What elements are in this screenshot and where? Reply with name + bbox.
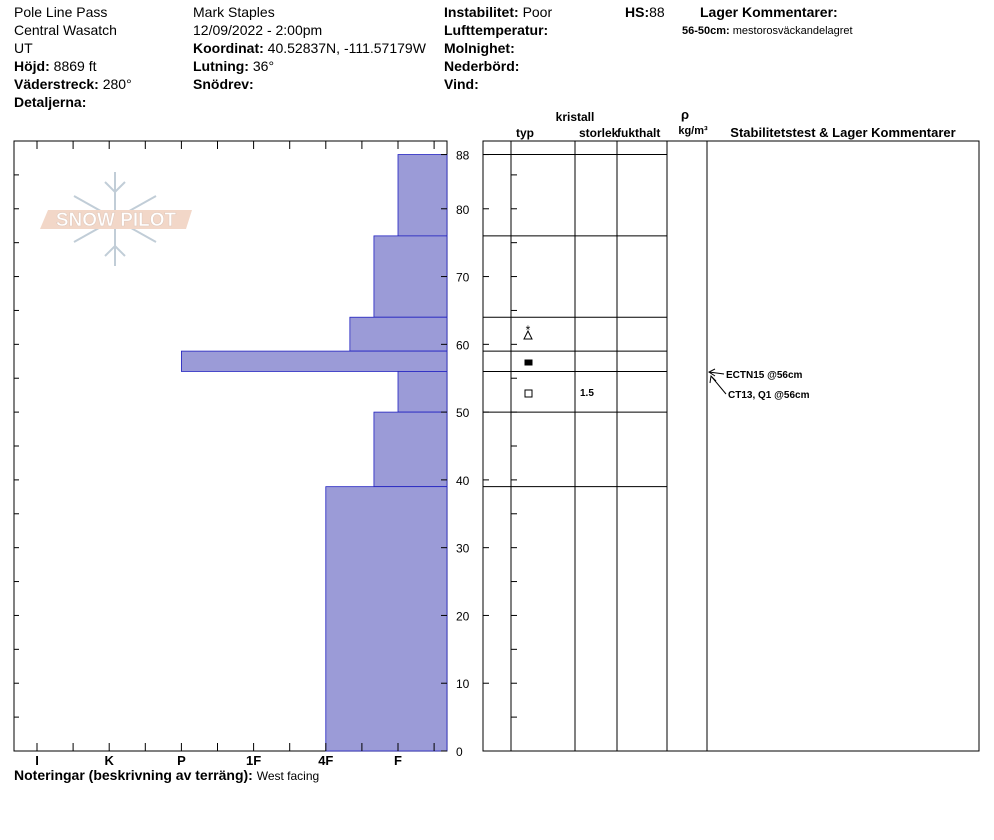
test-arrows: [708, 368, 727, 395]
layer-bar: [180, 350, 448, 372]
label: Snödrev:: [193, 76, 254, 92]
grain-symbols: *: [523, 323, 533, 398]
layer-bar: [373, 235, 448, 318]
hs: HS:88: [625, 3, 665, 21]
col-moisture: fukthalt: [617, 126, 660, 140]
svg-text:*: *: [526, 323, 531, 337]
slope: Lutning: 36°: [193, 57, 274, 75]
coordinate: Koordinat: 40.52837N, -111.57179W: [193, 39, 426, 57]
state: UT: [14, 40, 33, 56]
x-tick-label: K: [105, 753, 115, 768]
y-tick-label: 88: [456, 149, 470, 163]
label: Noteringar (beskrivning av terräng):: [14, 767, 253, 783]
y-tick-label: 10: [456, 677, 470, 691]
grain-size: 1.5: [580, 388, 594, 399]
label: Nederbörd:: [444, 58, 520, 74]
layer-bar: [397, 154, 448, 237]
stability-test: CT13, Q1 @56cm: [728, 390, 810, 401]
layer-bar: [373, 411, 448, 488]
layer-comment: 56-50cm: mestorosväckandelagret: [682, 22, 853, 40]
value: 36°: [252, 58, 275, 74]
value: West facing: [256, 769, 320, 783]
label: Molnighet:: [444, 40, 515, 56]
label: Koordinat:: [193, 40, 264, 56]
label: Vind:: [444, 76, 479, 92]
y-tick-label: 30: [456, 542, 470, 556]
value: 88: [649, 4, 665, 20]
x-tick-label: P: [177, 753, 186, 768]
observer: Mark Staples: [193, 4, 275, 20]
layer-bar: [325, 486, 448, 752]
location: Pole Line Pass: [14, 4, 108, 20]
layer-comments-title: Lager Kommentarer:: [700, 3, 838, 21]
table-columns: [510, 141, 708, 751]
y-tick-label: 40: [456, 474, 470, 488]
y-tick-label: 50: [456, 406, 470, 420]
y-tick-label: 20: [456, 609, 470, 623]
x-tick-label: F: [394, 753, 402, 768]
stability: Instabilitet: Poor: [444, 3, 552, 21]
air-temp: Lufttemperatur:: [444, 21, 548, 39]
col-density: kg/m³: [678, 125, 708, 137]
label: Lufttemperatur:: [444, 22, 549, 38]
stability-test: ECTN15 @56cm: [726, 370, 803, 381]
col-rho: ρ: [681, 107, 689, 122]
wind-loading: Snödrev:: [193, 75, 254, 93]
label: Instabilitet:: [444, 4, 519, 20]
value: 280°: [102, 76, 132, 92]
label: Höjd:: [14, 58, 50, 74]
logo-band: [40, 210, 192, 229]
elevation: Höjd: 8869 ft: [14, 57, 96, 75]
label: Lager Kommentarer:: [700, 4, 838, 20]
y-tick-label: 0: [456, 745, 463, 759]
x-tick-label: 1F: [246, 753, 261, 768]
wind: Vind:: [444, 75, 479, 93]
col-crystal: kristall: [556, 110, 595, 124]
range: Central Wasatch: [14, 22, 117, 38]
text: mestorosväckandelagret: [732, 25, 853, 37]
y-tick-label: 80: [456, 203, 470, 217]
y-tick-label: 70: [456, 271, 470, 285]
details: Detaljerna:: [14, 93, 86, 111]
label: Väderstreck:: [14, 76, 99, 92]
layer-bar: [349, 316, 448, 352]
col-size: storlek: [579, 126, 619, 140]
layer-bar: [397, 371, 448, 413]
notes: Noteringar (beskrivning av terräng): Wes…: [14, 766, 319, 785]
y-tick-label: 60: [456, 338, 470, 352]
x-tick-label: I: [35, 753, 39, 768]
value: 40.52837N, -111.57179W: [267, 40, 426, 56]
logo: SNOW PILOT: [40, 172, 192, 266]
aspect: Väderstreck: 280°: [14, 75, 132, 93]
table-frame: [482, 140, 980, 752]
label: Detaljerna:: [14, 94, 87, 110]
value: 8869 ft: [53, 58, 97, 74]
label: HS:: [625, 4, 650, 20]
precip: Nederbörd:: [444, 57, 519, 75]
sky: Molnighet:: [444, 39, 515, 57]
label: Lutning:: [193, 58, 249, 74]
value: Poor: [522, 4, 553, 20]
range: 56-50cm:: [682, 25, 730, 37]
col-comments: Stabilitetstest & Lager Kommentarer: [730, 125, 955, 140]
col-type: typ: [516, 126, 534, 140]
datetime: 12/09/2022 - 2:00pm: [193, 22, 323, 38]
logo-text: SNOW PILOT: [56, 210, 177, 231]
x-tick-label: 4F: [318, 753, 333, 768]
